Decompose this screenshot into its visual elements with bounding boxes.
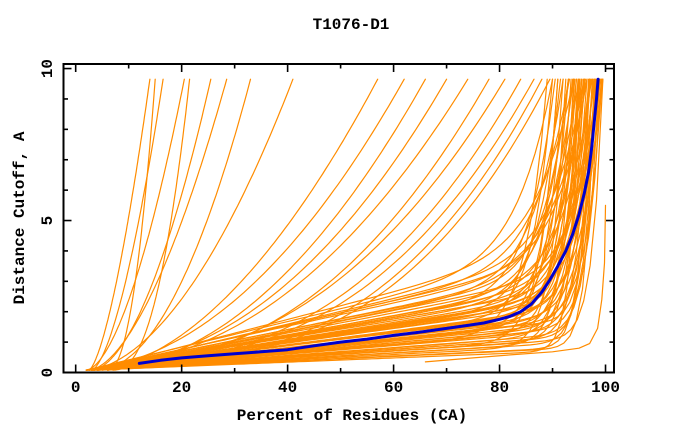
x-tick-label: 60 [384, 379, 403, 397]
x-tick-label: 80 [490, 379, 509, 397]
model-curve [96, 78, 596, 371]
model-curve [90, 78, 164, 371]
x-axis-ticks [74, 64, 607, 373]
x-tick-labels: 0 20 40 60 80 100 [71, 379, 620, 397]
y-tick-label: 0 [39, 368, 57, 378]
x-tick-label: 20 [172, 379, 191, 397]
y-tick-label: 10 [39, 59, 57, 78]
y-tick-labels: 0 5 10 [39, 59, 57, 377]
model-curve [85, 78, 185, 371]
model-curve [85, 78, 570, 371]
y-axis-label: Distance Cutoff, A [11, 131, 29, 304]
model-curve [90, 78, 588, 371]
x-tick-label: 40 [278, 379, 297, 397]
plot-frame [62, 63, 615, 374]
model-curve [90, 78, 600, 371]
model-curve [88, 78, 151, 371]
highlight-curve [137, 77, 600, 365]
model-curve [90, 78, 212, 371]
y-axis-ticks [63, 67, 614, 374]
highlight-curve-group [137, 77, 600, 365]
chart-title: T1076-D1 [313, 16, 390, 34]
model-curve [90, 78, 575, 371]
outlier-curve [424, 204, 607, 363]
model-curve [96, 78, 599, 371]
model-curve [90, 78, 602, 371]
x-tick-label: 0 [71, 379, 81, 397]
x-tick-label: 100 [591, 379, 620, 397]
model-curve [90, 78, 604, 371]
model-curve [96, 78, 591, 371]
frame-box [62, 63, 615, 374]
x-axis-label: Percent of Residues (CA) [237, 407, 467, 425]
model-curve [90, 78, 294, 371]
model-curves [85, 78, 607, 371]
model-curve [90, 78, 596, 371]
y-tick-label: 5 [39, 216, 57, 226]
model-curve [88, 78, 228, 371]
